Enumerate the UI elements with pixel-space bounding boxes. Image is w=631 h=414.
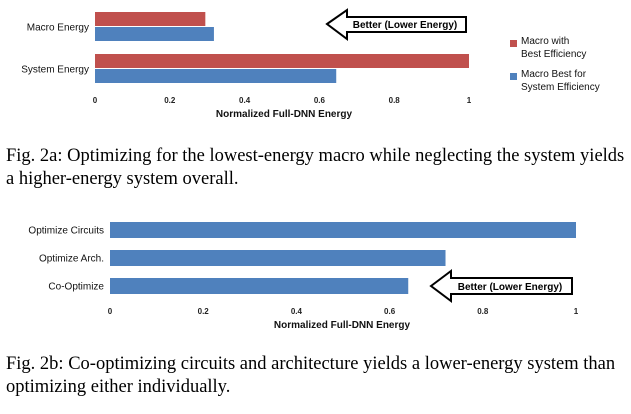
bar [110, 222, 576, 238]
category-label: Macro Energy [27, 23, 89, 34]
fig-2a-caption: Fig. 2a: Optimizing for the lowest-energ… [6, 146, 625, 189]
category-label: Co-Optimize [48, 282, 104, 293]
fig-2a-bars [95, 12, 469, 83]
x-tick-label: 1 [467, 96, 472, 105]
bar [110, 278, 409, 294]
fig-2a-arrow-label: Better (Lower Energy) [353, 20, 457, 31]
fig-2b-better-arrow: Better (Lower Energy) [429, 269, 573, 303]
bar [110, 250, 446, 266]
fig-2b-category-labels: Optimize Circuits Optimize Arch. Co-Optimi… [28, 226, 104, 293]
x-tick-label: 0.6 [314, 96, 326, 105]
fig-2b-x-axis-title: Normalized Full-DNN Energy [274, 320, 411, 331]
x-tick-label: 0.4 [239, 96, 251, 105]
category-label: Optimize Arch. [39, 254, 104, 265]
fig-2b-arrow-label: Better (Lower Energy) [458, 282, 562, 293]
fig-2b-arrow-shape [429, 269, 573, 303]
bar [95, 12, 206, 26]
x-tick-label: 0.8 [389, 96, 401, 105]
fig-2b-caption: Fig. 2b: Co-optimizing circuits and arch… [6, 354, 616, 397]
legend-label: Macro Best for [521, 69, 587, 80]
legend-label: Best Efficiency [521, 49, 586, 60]
x-tick-label: 0.2 [164, 96, 176, 105]
category-label: System Energy [21, 65, 89, 76]
fig-2a-legend: Macro with Best Efficiency Macro Best for S… [510, 36, 600, 93]
bar [95, 27, 214, 41]
fig-2b-bars [110, 222, 576, 294]
bar [95, 69, 337, 83]
fig-2a-arrow-shape [325, 8, 467, 41]
fig-2a-better-arrow: Better (Lower Energy) [325, 8, 467, 41]
legend-label: Macro with [521, 36, 569, 47]
fig-2a-x-axis-title: Normalized Full-DNN Energy [216, 109, 353, 120]
x-tick-label: 0.8 [477, 307, 489, 316]
x-tick-label: 0 [108, 307, 113, 316]
fig-2a-ticks: 0 0.2 0.4 0.6 0.8 1 [93, 96, 472, 105]
x-tick-label: 0.4 [291, 307, 303, 316]
fig-2b-chart: Optimize Circuits Optimize Arch. Co-Optimi… [28, 222, 579, 331]
legend-swatch [510, 73, 517, 80]
x-tick-label: 0.2 [198, 307, 210, 316]
x-tick-label: 0 [93, 96, 98, 105]
x-tick-label: 1 [574, 307, 579, 316]
fig-2a-chart: Macro Energy System Energy 0 0.2 0.4 0.6 0.8 1… [21, 8, 600, 120]
legend-label: System Efficiency [521, 82, 600, 93]
bar [95, 54, 469, 68]
x-tick-label: 0.6 [384, 307, 396, 316]
fig-2b-ticks: 0 0.2 0.4 0.6 0.8 1 [108, 307, 579, 316]
legend-swatch [510, 40, 517, 47]
fig-2a-category-labels: Macro Energy System Energy [21, 23, 89, 76]
category-label: Optimize Circuits [28, 226, 104, 237]
